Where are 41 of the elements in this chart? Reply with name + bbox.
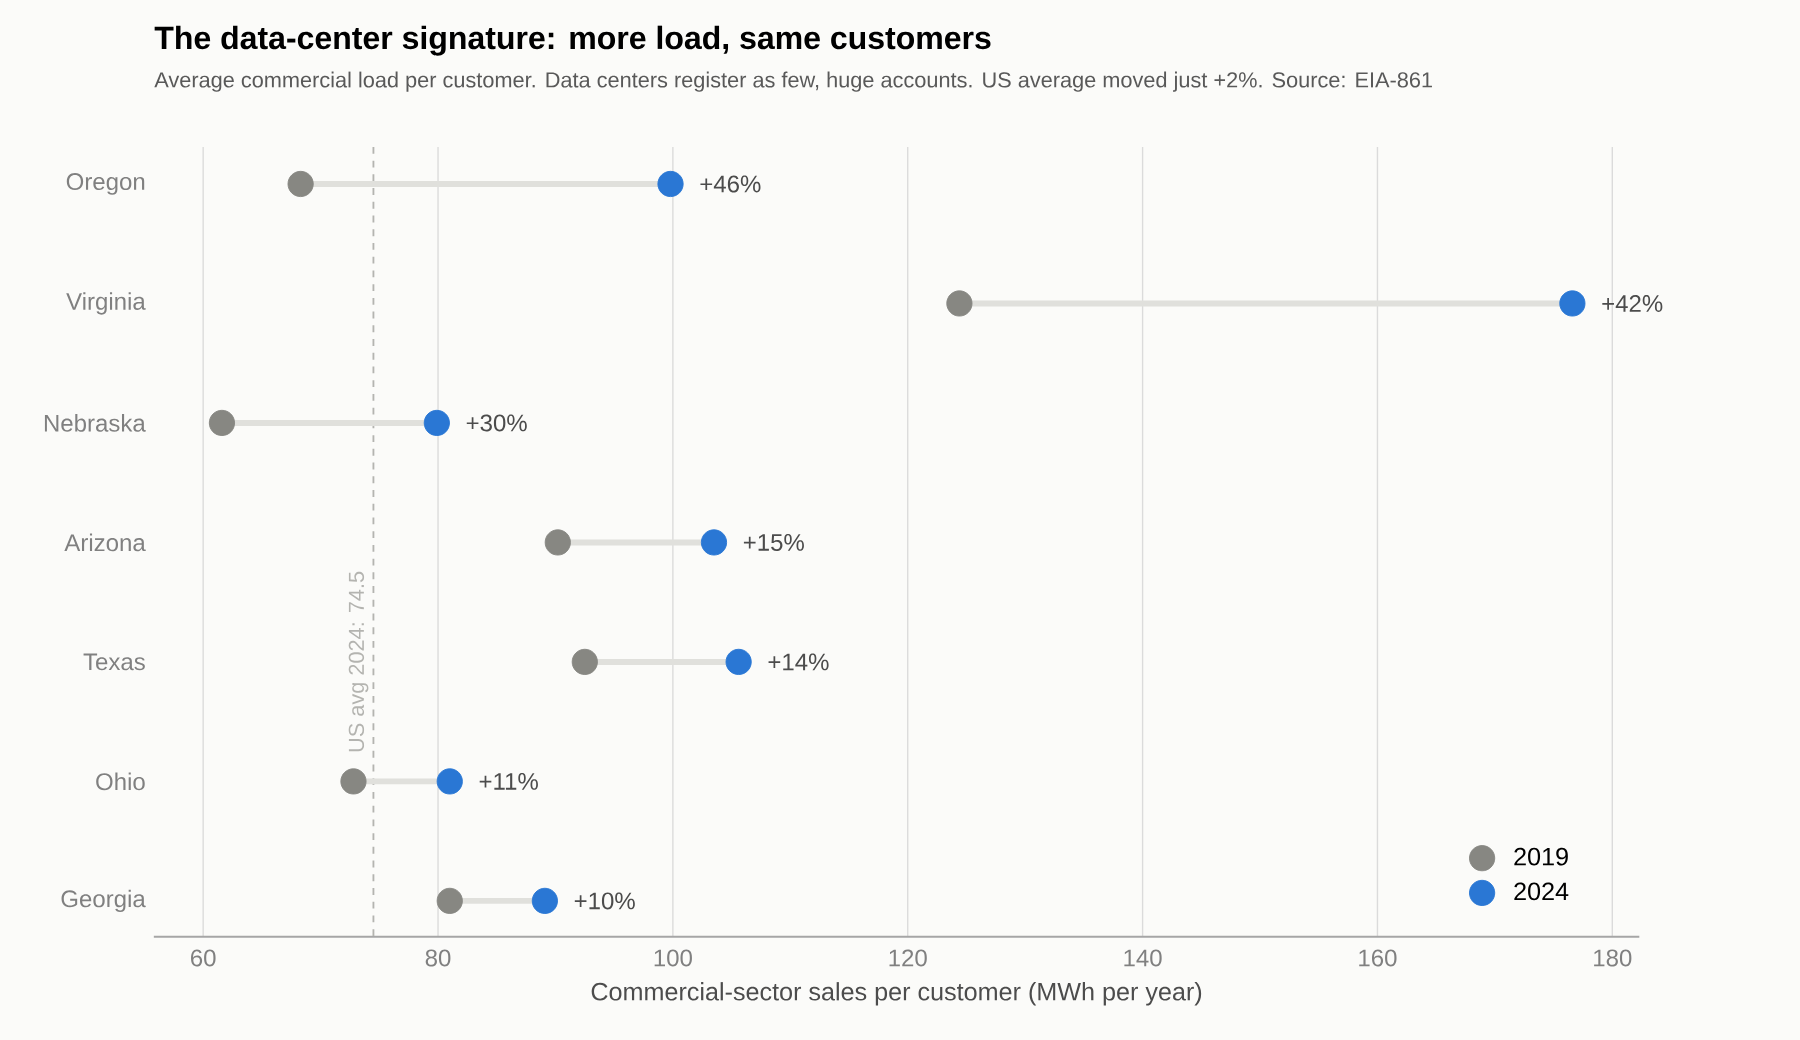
annotation: +30% bbox=[466, 414, 527, 432]
x-tick-label: 160 bbox=[1359, 949, 1397, 967]
x-tick-label: 120 bbox=[889, 949, 927, 967]
point bbox=[436, 887, 463, 914]
x-tick-label: 100 bbox=[654, 949, 692, 967]
point bbox=[340, 768, 367, 795]
point bbox=[287, 170, 314, 198]
point bbox=[657, 170, 684, 198]
chart-title: The data-center signature: more load, same customers bbox=[154, 25, 991, 56]
x-tick-label: 140 bbox=[1124, 949, 1162, 967]
annotation: +42% bbox=[1602, 295, 1663, 312]
point bbox=[571, 648, 598, 675]
y-tick-label: Georgia bbox=[61, 889, 146, 913]
x-axis-title: Commercial-sector sales per customer (MWh per year) bbox=[591, 982, 1202, 1006]
y-tick-label: Ohio bbox=[96, 772, 145, 791]
x-tick-label: 180 bbox=[1594, 949, 1632, 967]
annotation: +14% bbox=[768, 653, 829, 671]
point bbox=[700, 529, 728, 556]
y-tick-label: Texas bbox=[83, 653, 145, 671]
chart-subtitle: Average commercial load per customer. Data centers register as few, huge accounts. US average moved just +2%. Source: EIA-861 bbox=[154, 71, 1432, 92]
point bbox=[725, 648, 752, 675]
ref-line-label: US avg 2024: 74.5 bbox=[348, 571, 369, 752]
point bbox=[423, 409, 450, 437]
point bbox=[531, 887, 558, 914]
legend-label: 2024 bbox=[1514, 882, 1569, 901]
point bbox=[208, 409, 236, 437]
y-tick-label: Virginia bbox=[66, 292, 146, 315]
annotation: +10% bbox=[574, 892, 635, 910]
point bbox=[1559, 290, 1586, 317]
y-tick-label: Oregon bbox=[66, 173, 145, 195]
point bbox=[436, 768, 463, 795]
y-tick-label: Nebraska bbox=[44, 414, 146, 432]
point bbox=[544, 529, 571, 556]
point bbox=[946, 290, 973, 317]
annotation: +46% bbox=[700, 175, 761, 193]
x-tick-label: 60 bbox=[191, 949, 216, 967]
legend-label: 2019 bbox=[1514, 847, 1568, 866]
x-tick-label: 80 bbox=[425, 949, 451, 967]
y-tick-label: Arizona bbox=[64, 533, 146, 552]
annotation: +11% bbox=[479, 772, 538, 790]
annotation: +15% bbox=[743, 533, 804, 551]
